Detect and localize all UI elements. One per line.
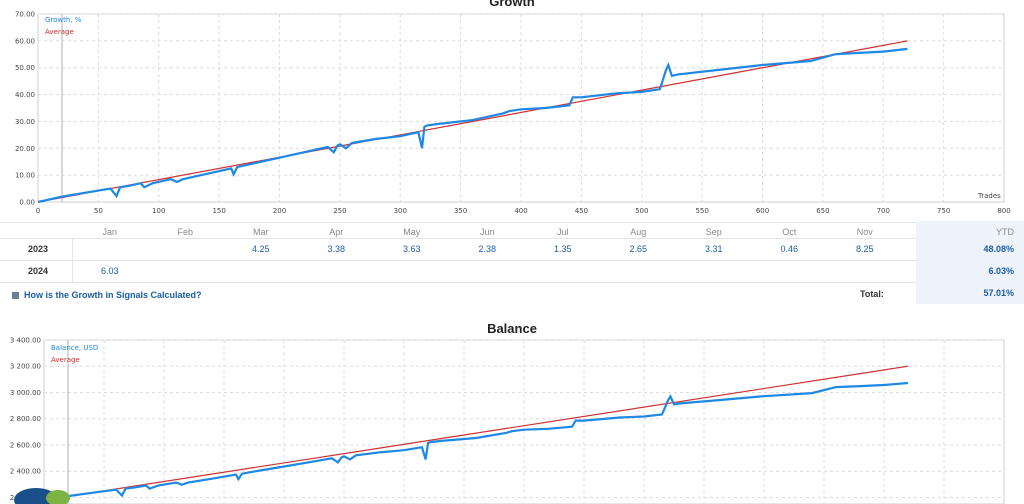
month-value	[148, 260, 224, 282]
month-header: Oct	[782, 227, 797, 237]
month-value	[148, 238, 224, 260]
month-header: Jun	[479, 227, 495, 237]
month-header: Jan	[102, 227, 117, 237]
month-value	[601, 260, 677, 282]
growth-series-line	[37, 47, 908, 204]
growth-average-line	[37, 40, 908, 203]
growth-x-tick: 0	[36, 207, 40, 215]
growth-x-tick: 500	[635, 207, 648, 215]
growth-x-tick: 750	[937, 207, 950, 215]
balance-average-line	[43, 365, 909, 501]
growth-y-tick: 20.00	[15, 145, 35, 153]
growth-x-axis-label: Trades	[977, 192, 1001, 200]
month-value	[299, 260, 375, 282]
month-header: Mar	[253, 227, 269, 237]
growth-x-tick: 250	[333, 207, 346, 215]
growth-x-tick: 300	[394, 207, 407, 215]
growth-y-tick: 70.00	[15, 11, 35, 19]
help-link-label: How is the Growth in Signals Calculated?	[24, 290, 202, 300]
month-value[interactable]: 0.46	[780, 244, 799, 254]
growth-x-tick: 650	[816, 207, 829, 215]
growth-y-tick: 30.00	[15, 118, 35, 126]
month-value[interactable]: 2.65	[629, 244, 648, 254]
balance-y-tick: 2 800.00	[10, 415, 41, 423]
growth-x-tick: 400	[514, 207, 527, 215]
month-value	[223, 260, 299, 282]
growth-x-tick: 50	[94, 207, 103, 215]
month-value	[525, 260, 601, 282]
month-header: Apr	[329, 227, 344, 237]
year-label: 2023	[28, 244, 49, 254]
month-header: Aug	[630, 227, 647, 237]
growth-y-tick: 10.00	[15, 172, 35, 180]
month-value[interactable]: 3.63	[402, 244, 421, 254]
balance-legend-average: Average	[51, 356, 80, 364]
growth-y-tick: 50.00	[15, 64, 35, 72]
balance-y-tick: 3 200.00	[10, 363, 41, 371]
balance-y-tick: 3 000.00	[10, 389, 41, 397]
table-row: 2023 4.25 3.38 3.63 2.38 1.35 2.65 3.31 0.46 8.2…	[0, 238, 1024, 260]
total-label: Total:	[860, 289, 884, 299]
month-value[interactable]: 1.35	[553, 244, 572, 254]
growth-x-tick: 800	[997, 207, 1010, 215]
balance-y-tick: 2 400.00	[10, 468, 41, 476]
balance-y-tick: 3 400.00	[10, 337, 41, 345]
growth-x-tick: 350	[454, 207, 467, 215]
growth-chart: 0.0010.0020.0030.0040.0050.0060.0070.00 …	[15, 11, 1011, 216]
year-label: 2024	[28, 266, 49, 276]
growth-y-tick: 40.00	[15, 91, 35, 99]
growth-x-tick: 600	[756, 207, 769, 215]
growth-calculation-help-link[interactable]: How is the Growth in Signals Calculated?	[12, 290, 202, 300]
month-value[interactable]: 3.38	[327, 244, 346, 254]
ytd-header: YTD	[916, 221, 1024, 243]
ytd-value: 48.08%	[916, 238, 1024, 260]
growth-x-tick: 550	[695, 207, 708, 215]
balance-series-line	[43, 381, 909, 502]
month-header: Feb	[177, 227, 193, 237]
month-value	[72, 238, 148, 260]
total-value: 57.01%	[916, 282, 1024, 304]
month-value	[450, 260, 526, 282]
month-value[interactable]: 3.31	[704, 244, 723, 254]
month-value[interactable]: 6.03	[100, 266, 119, 276]
brand-logo-icon	[14, 488, 70, 504]
month-header: Jul	[556, 227, 569, 237]
growth-chart-title: Growth	[489, 0, 535, 9]
month-header: Sep	[705, 227, 722, 237]
month-value	[676, 260, 752, 282]
month-value[interactable]: 4.25	[251, 244, 270, 254]
balance-chart-title: Balance	[487, 321, 537, 336]
growth-y-tick: 0.00	[19, 199, 35, 207]
month-value	[752, 260, 828, 282]
balance-y-tick: 2 600.00	[10, 441, 41, 449]
growth-x-tick: 700	[877, 207, 890, 215]
growth-x-tick: 100	[152, 207, 165, 215]
ytd-value: 6.03%	[916, 260, 1024, 282]
month-header: May	[403, 227, 421, 237]
growth-legend-average: Average	[45, 28, 74, 36]
growth-y-tick: 60.00	[15, 37, 35, 45]
months-header-row: JanFebMarAprMayJunJulAugSepOctNovDec YTD	[0, 221, 1024, 243]
balance-chart: 2 200.002 400.002 600.002 800.003 000.00…	[10, 337, 1005, 504]
month-header: Nov	[856, 227, 873, 237]
balance-legend-series: Balance, USD	[51, 344, 98, 352]
month-value	[827, 260, 903, 282]
growth-x-tick: 150	[212, 207, 225, 215]
growth-legend-series: Growth, %	[45, 16, 82, 24]
help-square-icon	[12, 291, 19, 299]
month-value[interactable]: 2.38	[478, 244, 497, 254]
growth-x-tick: 200	[273, 207, 286, 215]
month-value[interactable]: 8.25	[855, 244, 874, 254]
month-value	[374, 260, 450, 282]
growth-x-tick: 450	[575, 207, 588, 215]
table-row: 2024 6.03 6.03%	[0, 260, 1024, 282]
